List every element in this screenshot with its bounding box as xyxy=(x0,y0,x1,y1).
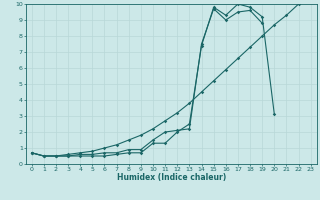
X-axis label: Humidex (Indice chaleur): Humidex (Indice chaleur) xyxy=(116,173,226,182)
